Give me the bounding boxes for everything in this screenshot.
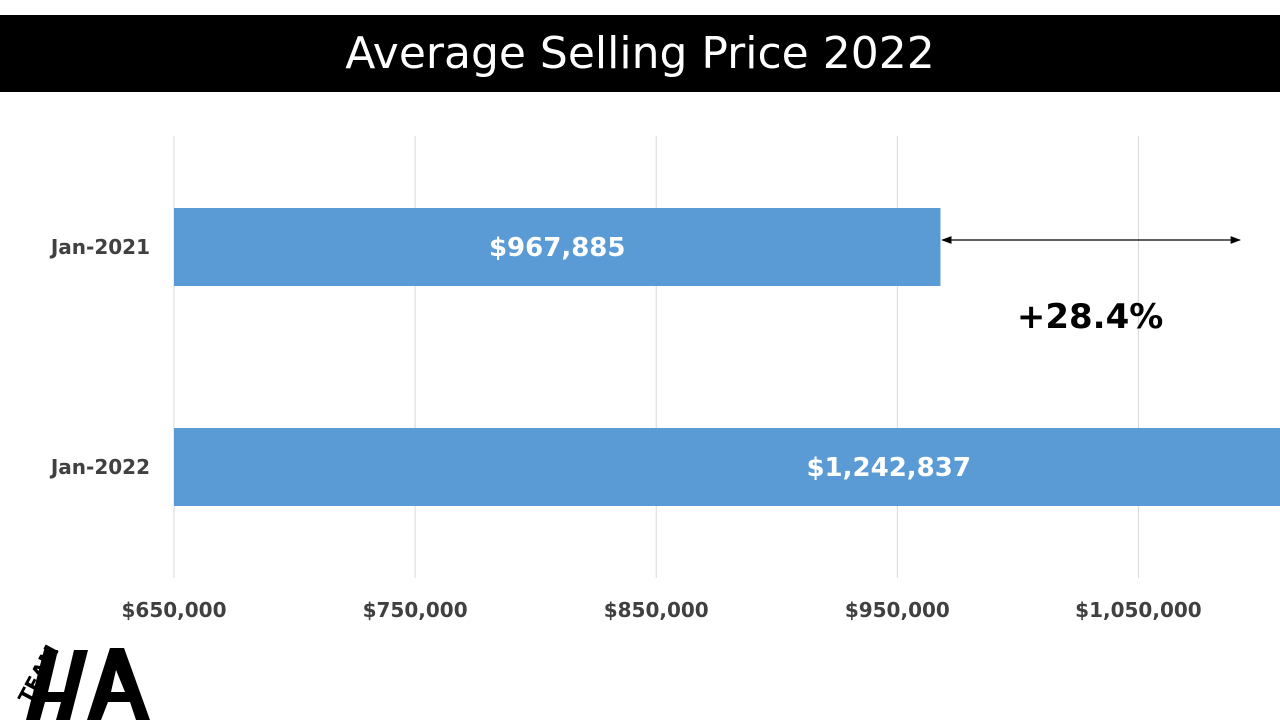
grid-lines	[173, 136, 1139, 578]
x-tick-label: $1,050,000	[1075, 598, 1202, 622]
x-tick-label: $950,000	[845, 598, 950, 622]
category-label: Jan-2022	[49, 455, 150, 479]
title-bar: Average Selling Price 2022	[0, 15, 1280, 92]
x-tick-label: $850,000	[604, 598, 709, 622]
x-tick-label: $750,000	[363, 598, 468, 622]
labels: $650,000 $750,000 $850,000 $950,000 $1,050,0…	[49, 233, 1202, 622]
bars	[174, 208, 1280, 506]
bar	[174, 428, 1280, 506]
x-tick-label: $650,000	[121, 598, 226, 622]
bar	[174, 208, 941, 286]
data-label: $967,885	[489, 233, 626, 263]
team-ha-logo: TEAM	[13, 641, 150, 720]
logo-ha-mark	[26, 648, 150, 720]
annotations: +28.4%	[941, 236, 1242, 337]
change-annotation: +28.4%	[1017, 297, 1163, 337]
data-label: $1,242,837	[806, 453, 970, 483]
page-title: Average Selling Price 2022	[345, 28, 935, 79]
category-label: Jan-2021	[49, 235, 150, 259]
